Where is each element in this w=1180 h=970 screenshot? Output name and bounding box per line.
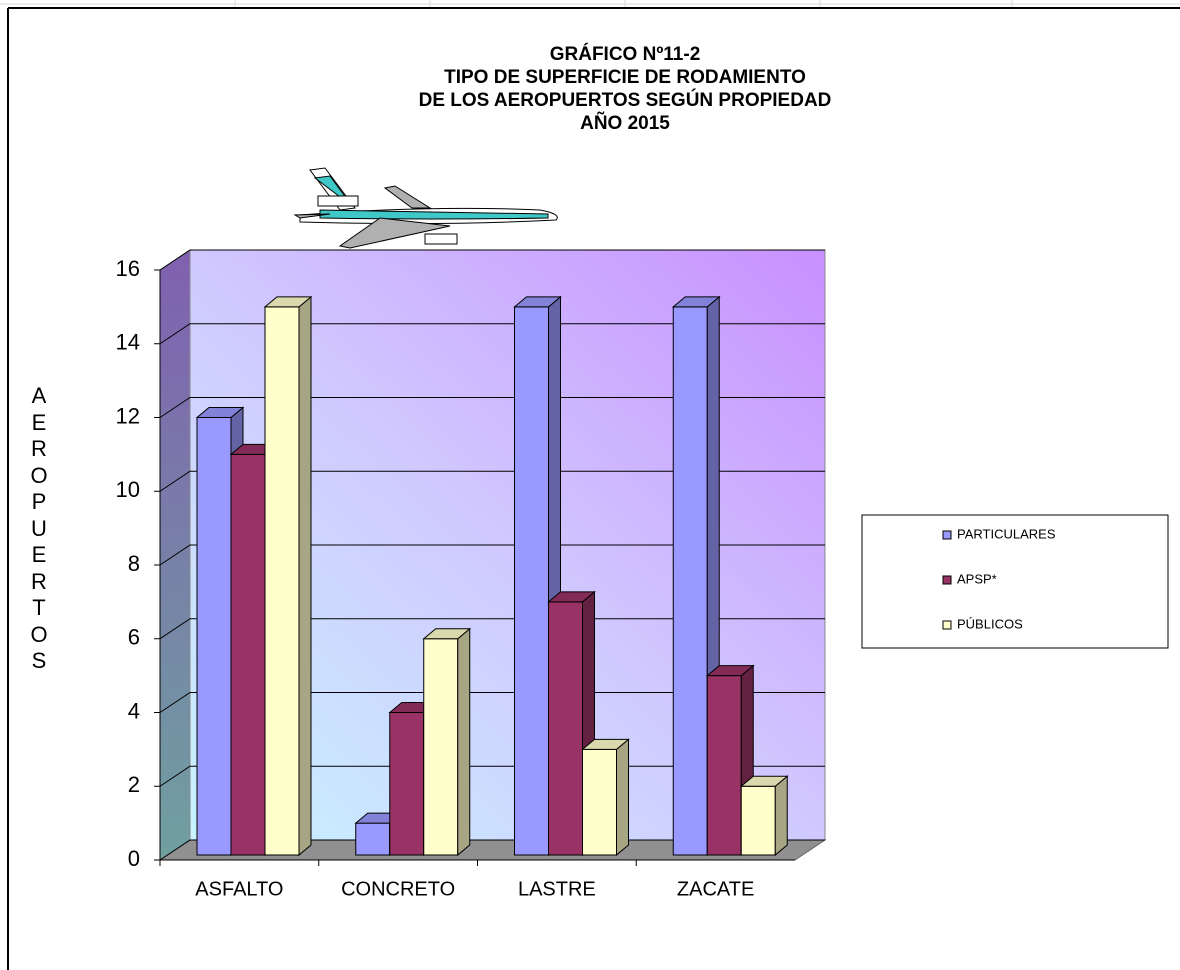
y-tick-label: 2 bbox=[128, 772, 140, 797]
grid-line bbox=[159, 692, 825, 713]
y-tick-label: 6 bbox=[128, 625, 140, 650]
bar bbox=[706, 675, 742, 856]
grid-line bbox=[159, 323, 825, 345]
bar bbox=[672, 306, 708, 856]
legend-label: PÚBLICOS bbox=[957, 616, 1023, 631]
grid-line bbox=[159, 470, 825, 492]
bar bbox=[514, 306, 549, 856]
legend-swatch bbox=[942, 620, 952, 630]
bar-top bbox=[739, 775, 789, 787]
y-tick-label: 16 bbox=[116, 256, 140, 281]
grid-line bbox=[159, 618, 825, 640]
y-tick-label: 0 bbox=[128, 846, 140, 871]
chart-title: TIPO DE SUPERFICIE DE RODAMIENTO bbox=[444, 67, 806, 88]
bar-top bbox=[705, 665, 755, 677]
bar-top bbox=[195, 407, 245, 418]
y-tick-label: 4 bbox=[128, 698, 140, 723]
y-tick-label: 12 bbox=[116, 403, 140, 428]
bar-top bbox=[422, 628, 472, 640]
bar bbox=[264, 306, 300, 856]
chart-title: DE LOS AEROPUERTOS SEGÚN PROPIEDAD bbox=[419, 89, 832, 111]
x-tick-label: ZACATE bbox=[677, 878, 754, 900]
x-tick-label: LASTRE bbox=[518, 878, 596, 900]
grid-line bbox=[159, 397, 825, 418]
bar-top bbox=[547, 591, 596, 603]
bar bbox=[230, 453, 266, 856]
legend-swatch bbox=[942, 530, 952, 540]
y-tick-label: 8 bbox=[128, 551, 140, 576]
y-tick-label: 10 bbox=[116, 477, 140, 502]
legend bbox=[861, 514, 1169, 649]
sheet-grid bbox=[0, 0, 1180, 8]
bar bbox=[548, 601, 583, 856]
bar bbox=[355, 822, 391, 856]
legend-swatch bbox=[942, 575, 952, 585]
y-axis-label: AEROPUERTOS bbox=[30, 383, 48, 673]
legend-label: PARTICULARES bbox=[957, 526, 1056, 541]
bar bbox=[389, 712, 425, 856]
bar bbox=[196, 417, 232, 856]
grid-line bbox=[159, 249, 825, 271]
chart-title: AÑO 2015 bbox=[580, 112, 670, 134]
bar-side bbox=[616, 738, 629, 857]
bar-side bbox=[457, 627, 471, 857]
chart-title: GRÁFICO Nº11-2 bbox=[550, 43, 701, 65]
bar-top bbox=[513, 296, 562, 308]
grid-line bbox=[159, 544, 825, 566]
airplane bbox=[293, 167, 558, 249]
bar-side bbox=[774, 775, 788, 857]
x-tick-label: CONCRETO bbox=[341, 878, 455, 900]
bar-top bbox=[263, 296, 313, 308]
bar-side bbox=[298, 295, 312, 857]
y-tick-label: 14 bbox=[116, 330, 140, 355]
bar-top bbox=[581, 738, 630, 750]
bar bbox=[423, 638, 459, 856]
bar-top bbox=[671, 296, 721, 308]
x-tick-label: ASFALTO bbox=[195, 878, 283, 900]
bar bbox=[582, 748, 617, 856]
bar bbox=[740, 785, 776, 856]
legend-label: APSP* bbox=[957, 571, 997, 586]
